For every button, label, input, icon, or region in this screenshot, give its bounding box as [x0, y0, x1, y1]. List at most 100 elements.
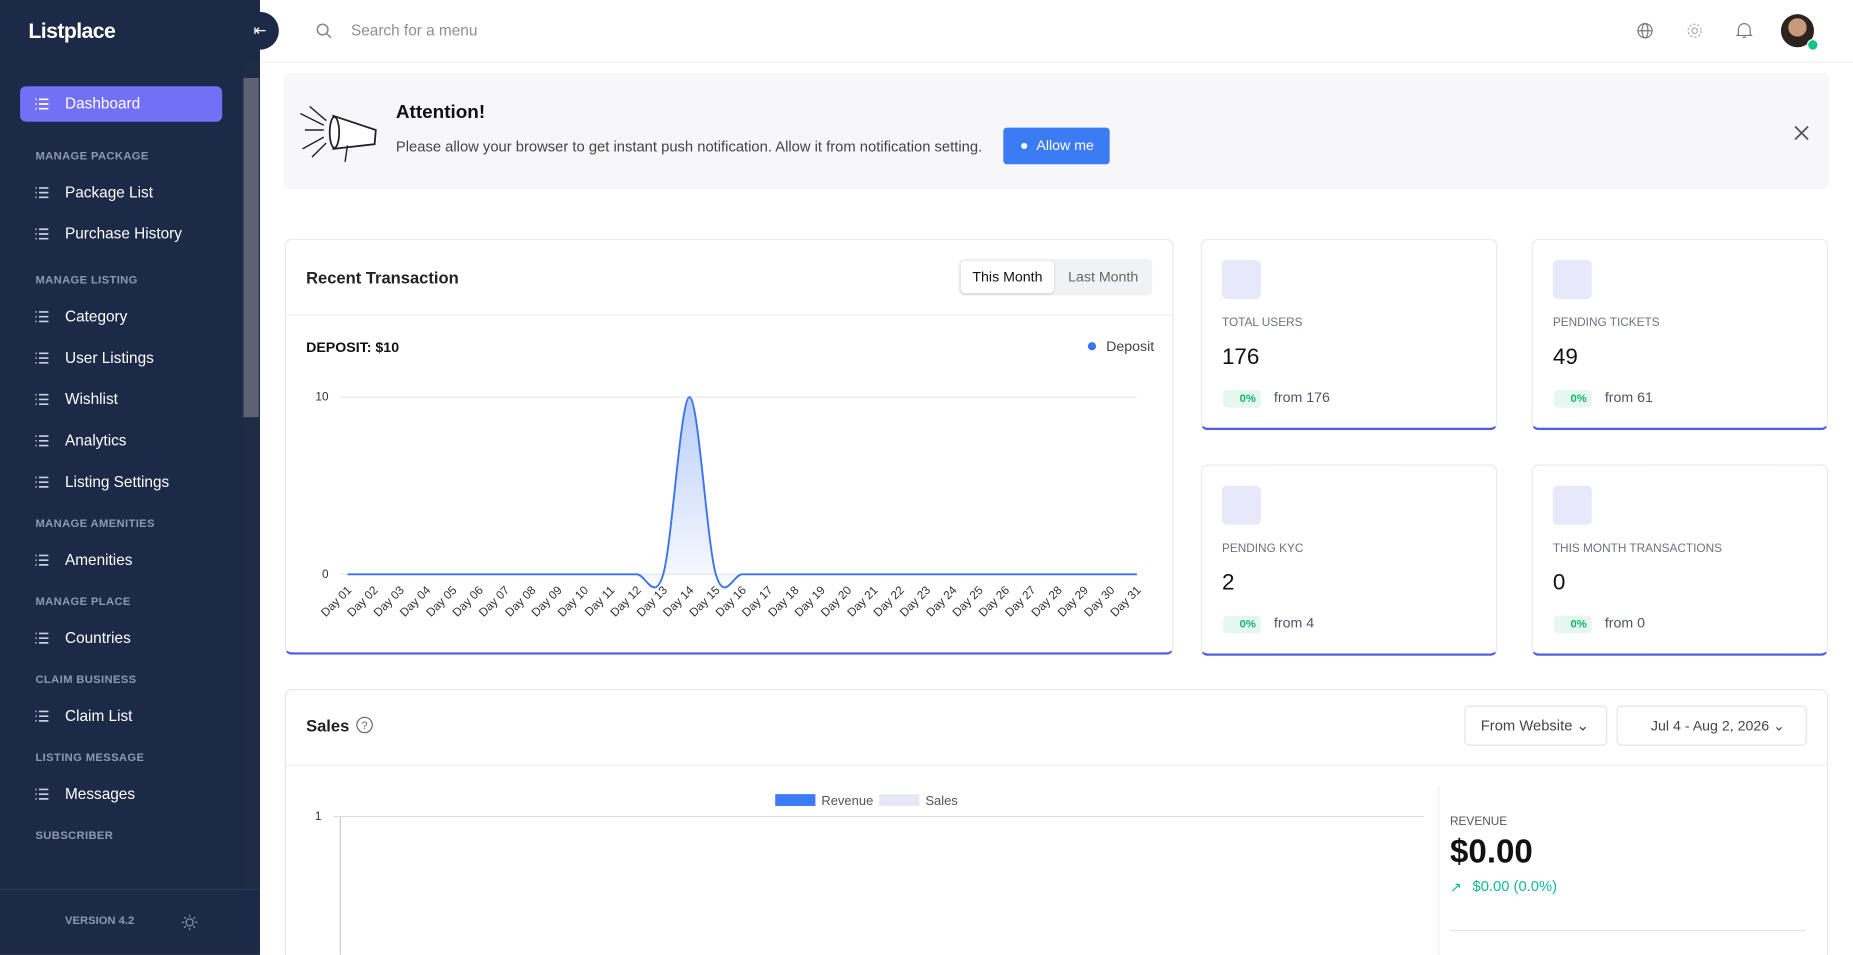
- menu-label[interactable]: Wishlist: [64, 389, 118, 408]
- menu-group-title: MANAGE AMENITIES: [35, 517, 155, 531]
- tab[interactable]: This Month: [960, 261, 1055, 294]
- menu-icon: [35, 435, 49, 447]
- area: [347, 397, 1137, 588]
- stat-card: THIS MONTH TRANSACTIONS 0 0% from 0: [1531, 464, 1829, 656]
- stat-change: 0%: [1554, 389, 1592, 408]
- menu-item[interactable]: Package List: [20, 175, 222, 210]
- menu-item[interactable]: Category: [20, 299, 222, 334]
- menu-item[interactable]: User Listings: [20, 340, 222, 375]
- settings-icon[interactable]: [1686, 22, 1703, 39]
- notice-message: Please allow your browser to get instant…: [395, 138, 983, 155]
- scroll-thumb[interactable]: [243, 77, 259, 418]
- menu-label[interactable]: Amenities: [64, 550, 133, 569]
- stat-icon: [1552, 485, 1592, 525]
- sales-card: Sales ? From Website ⌄ Jul 4 - Aug 2, 20…: [284, 688, 1829, 955]
- menu-item[interactable]: Claim List: [20, 698, 222, 733]
- menu-item[interactable]: Purchase History: [20, 216, 222, 251]
- online-dot: [1806, 38, 1819, 51]
- menu-label[interactable]: Listing Settings: [64, 472, 170, 491]
- menu-group-title: SUBSCRIBER: [35, 829, 114, 843]
- stat-icon: [1221, 485, 1261, 525]
- stat-card: PENDING KYC 2 0% from 4: [1200, 464, 1498, 656]
- allow-button-label[interactable]: Allow me: [1036, 137, 1094, 154]
- menu-icon: [35, 393, 49, 405]
- stat-icon: [1552, 259, 1592, 299]
- language-icon[interactable]: [1637, 22, 1654, 39]
- stat-label: PENDING KYC: [1221, 542, 1304, 556]
- menu-icon: [35, 187, 49, 199]
- menu-icon: [35, 311, 49, 323]
- search-icon: [316, 23, 332, 39]
- menu-icon: [35, 788, 49, 800]
- divider: [285, 764, 1828, 766]
- legend-swatch: [775, 794, 816, 806]
- sales-title: Sales: [306, 716, 350, 736]
- version: VERSION 4.2: [64, 914, 135, 928]
- menu-item[interactable]: Analytics: [20, 423, 222, 458]
- menu-label[interactable]: Dashboard: [64, 94, 141, 113]
- legend-label: Revenue: [821, 793, 873, 808]
- source-select[interactable]: From Website ⌄: [1464, 705, 1608, 746]
- line: [347, 396, 1137, 589]
- tab-group: This Month Last Month: [958, 258, 1153, 296]
- revenue-value: $0.00: [1450, 833, 1533, 870]
- menu-label[interactable]: Package List: [64, 183, 153, 201]
- megaphone-icon: [300, 105, 377, 163]
- trend-icon: ↗: [1450, 879, 1462, 896]
- menu-label[interactable]: Claim List: [64, 706, 133, 725]
- stat-change: 0%: [1223, 389, 1261, 408]
- menu-item[interactable]: Amenities: [20, 542, 222, 577]
- y-tick-label: 10: [315, 390, 329, 404]
- stat-card: PENDING TICKETS 49 0% from 61: [1531, 238, 1829, 431]
- help-icon[interactable]: ?: [356, 716, 374, 734]
- revenue-label: REVENUE: [1450, 815, 1508, 829]
- menu-item[interactable]: Countries: [20, 620, 222, 655]
- legend-label: Sales: [925, 793, 958, 808]
- legend-dot: [1087, 342, 1097, 351]
- stat-from: from 61: [1604, 388, 1653, 406]
- stat-icon: [1221, 259, 1261, 299]
- sidebar: Listplace Dashboard MANAGE PACKAGE Package…: [0, 0, 260, 955]
- menu-group-title: LISTING MESSAGE: [35, 751, 145, 765]
- allow-button[interactable]: ● Allow me: [1003, 127, 1110, 165]
- menu-icon: [35, 352, 49, 364]
- stat-label: TOTAL USERS: [1221, 316, 1303, 330]
- menu-item[interactable]: Listing Settings: [20, 464, 222, 499]
- date-select[interactable]: Jul 4 - Aug 2, 2026 ⌄: [1616, 705, 1807, 746]
- menu-label[interactable]: Analytics: [64, 431, 127, 450]
- theme-toggle[interactable]: [181, 914, 198, 931]
- notification-icon[interactable]: [1736, 21, 1753, 39]
- divider: [1438, 785, 1440, 955]
- search-input[interactable]: Search for a menu: [350, 21, 478, 39]
- menu-label[interactable]: User Listings: [64, 348, 154, 367]
- y-tick-label: 1: [315, 809, 322, 823]
- sidebar-footer: VERSION 4.2: [0, 888, 260, 955]
- tab[interactable]: Last Month: [1068, 268, 1139, 285]
- stat-label: THIS MONTH TRANSACTIONS: [1552, 542, 1723, 556]
- menu-label[interactable]: Category: [64, 307, 128, 325]
- menu-item[interactable]: Wishlist: [20, 382, 222, 417]
- legend-swatch: [879, 794, 920, 806]
- legend-label: Deposit: [1106, 339, 1154, 355]
- menu-group-title: MANAGE LISTING: [35, 274, 138, 288]
- divider: [285, 314, 1173, 316]
- source-label: From Website: [1480, 717, 1573, 734]
- menu-group-title: MANAGE PACKAGE: [35, 150, 149, 164]
- stat-change: 0%: [1554, 615, 1592, 634]
- menu-item[interactable]: Dashboard: [20, 86, 223, 122]
- menu-label[interactable]: Messages: [64, 784, 136, 803]
- menu-icon: [35, 476, 49, 488]
- stat-from: from 4: [1273, 614, 1315, 632]
- collapse-button[interactable]: ⇤: [241, 11, 279, 50]
- menu-item[interactable]: Messages: [20, 776, 222, 811]
- menu-icon: [35, 710, 49, 722]
- svg-text:?: ?: [362, 720, 368, 732]
- stat-value: 0: [1552, 570, 1566, 596]
- notice-title: Attention!: [395, 102, 486, 123]
- close-icon[interactable]: [1794, 125, 1809, 141]
- y-tick-label: 0: [322, 567, 329, 581]
- menu-label[interactable]: Purchase History: [64, 224, 182, 243]
- logo[interactable]: Listplace: [28, 18, 116, 43]
- menu-label[interactable]: Countries: [64, 628, 131, 647]
